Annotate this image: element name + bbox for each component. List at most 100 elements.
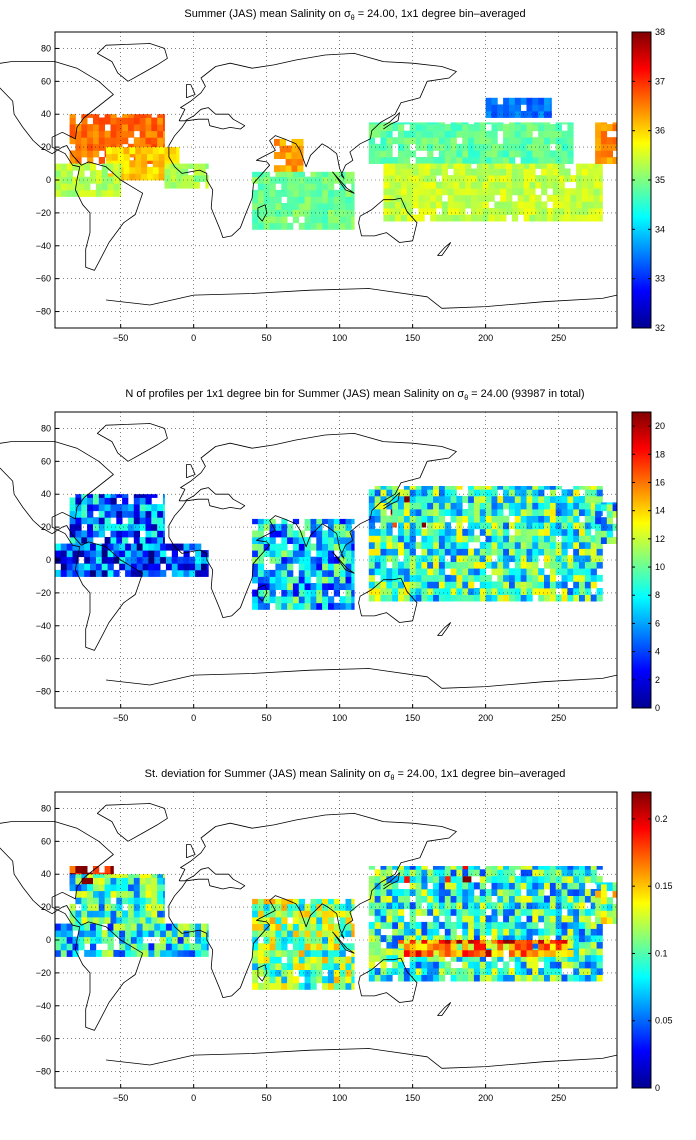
heat-cell-region-5 bbox=[520, 866, 527, 870]
heat-cell-region-5 bbox=[345, 196, 352, 204]
heat-cell-region-0 bbox=[133, 114, 140, 118]
heat-cell-region-5 bbox=[462, 895, 469, 903]
heat-cell-region-8 bbox=[401, 175, 408, 183]
heat-cell-region-5 bbox=[503, 921, 510, 929]
heat-cell-region-5 bbox=[322, 222, 329, 230]
heat-cell-region-2 bbox=[281, 583, 288, 590]
heat-cell-region-8 bbox=[383, 188, 390, 196]
heat-cell-region-4 bbox=[584, 509, 592, 516]
heat-cell-region-4 bbox=[368, 588, 375, 595]
heat-cell-region-4 bbox=[526, 522, 533, 530]
heat-cell-region-4 bbox=[380, 489, 387, 497]
heat-cell-region-5 bbox=[497, 869, 504, 877]
heat-cell-region-2 bbox=[183, 949, 190, 957]
heat-cell-region-6 bbox=[561, 940, 568, 944]
heat-cell-region-6 bbox=[491, 943, 498, 951]
heat-cell-region-4 bbox=[514, 535, 521, 543]
heat-cell-region-6 bbox=[433, 137, 440, 145]
heat-cell-region-5 bbox=[263, 222, 270, 230]
heat-cell-region-8 bbox=[582, 201, 589, 209]
heat-cell-region-4 bbox=[450, 495, 457, 503]
heat-cell-region-4 bbox=[468, 535, 475, 543]
heat-cell-region-2 bbox=[95, 930, 103, 938]
heat-cell-region-5 bbox=[456, 915, 463, 923]
heat-cell-region-4 bbox=[403, 574, 411, 582]
heat-cell-region-8 bbox=[517, 201, 524, 209]
heat-cell-region-1 bbox=[176, 153, 180, 161]
heat-cell-region-2 bbox=[281, 602, 288, 610]
heat-cell-region-0 bbox=[145, 517, 152, 525]
heat-cell-region-0 bbox=[139, 517, 146, 525]
heat-cell-region-0 bbox=[116, 117, 123, 125]
heat-cell-region-9 bbox=[600, 157, 608, 164]
heat-cell-region-8 bbox=[412, 163, 419, 169]
heat-cell-region-2 bbox=[316, 550, 323, 558]
heat-cell-region-4 bbox=[544, 509, 551, 516]
heat-cell-region-0 bbox=[110, 114, 117, 118]
heat-cell-region-4 bbox=[579, 509, 586, 516]
heat-cell-region-5 bbox=[398, 866, 405, 870]
heat-cell-region-2 bbox=[101, 189, 108, 197]
heat-cell-region-5 bbox=[450, 866, 457, 870]
heat-cell-region-1 bbox=[75, 874, 82, 878]
heat-cell-region-2 bbox=[281, 569, 288, 577]
heat-cell-region-5 bbox=[595, 537, 602, 544]
heat-cell-region-8 bbox=[459, 214, 466, 222]
heat-cell-region-5 bbox=[415, 974, 422, 982]
heat-cell-region-6 bbox=[473, 157, 481, 164]
heat-cell-region-2 bbox=[95, 183, 103, 191]
heat-cell-region-5 bbox=[503, 875, 510, 883]
heat-cell-region-0 bbox=[69, 114, 76, 118]
heat-cell-region-5 bbox=[509, 921, 516, 929]
heat-cell-region-3 bbox=[182, 168, 189, 176]
heat-cell-region-5 bbox=[520, 908, 527, 916]
heat-cell-region-5 bbox=[549, 968, 557, 975]
heat-cell-region-5 bbox=[573, 908, 580, 916]
heat-cell-region-5 bbox=[368, 895, 375, 903]
heat-cell-region-5 bbox=[328, 203, 335, 210]
heat-cell-region-6 bbox=[398, 143, 405, 151]
heat-cell-region-5 bbox=[409, 875, 416, 883]
heat-cell-region-0 bbox=[93, 114, 100, 118]
heat-cell-region-5 bbox=[380, 895, 387, 903]
heat-cell-region-8 bbox=[552, 163, 559, 169]
heat-cell-region-5 bbox=[333, 209, 340, 217]
heat-cell-region-2 bbox=[345, 583, 352, 590]
heat-cell-region-4 bbox=[380, 588, 387, 595]
heat-cell-region-1 bbox=[170, 153, 177, 161]
heat-cell-region-4 bbox=[497, 561, 504, 569]
heat-cell-region-5 bbox=[538, 895, 545, 903]
heat-cell-region-4 bbox=[509, 489, 516, 497]
heat-cell-region-5 bbox=[456, 902, 463, 910]
heat-cell-region-2 bbox=[316, 537, 323, 544]
x-tick-label: 200 bbox=[478, 1093, 493, 1103]
heat-cell-region-8 bbox=[401, 194, 408, 202]
heat-cell-region-0 bbox=[110, 537, 117, 544]
heat-cell-region-8 bbox=[529, 208, 536, 215]
heat-cell-region-4 bbox=[392, 568, 399, 576]
heat-cell-region-1 bbox=[133, 874, 140, 878]
heat-cell-region-3 bbox=[328, 910, 335, 918]
heat-cell-region-5 bbox=[292, 203, 300, 210]
heat-cell-region-2 bbox=[263, 569, 270, 577]
heat-cell-region-5 bbox=[479, 954, 486, 962]
heat-cell-region-8 bbox=[517, 175, 524, 183]
heat-cell-region-4 bbox=[415, 509, 422, 516]
heat-cell-region-4 bbox=[279, 165, 286, 173]
heat-cell-region-6 bbox=[526, 143, 533, 151]
heat-cell-region-2 bbox=[171, 936, 178, 944]
heat-cell-region-6 bbox=[567, 949, 574, 957]
heat-cell-region-4 bbox=[514, 594, 521, 602]
heat-cell-region-3 bbox=[275, 910, 282, 918]
heat-cell-region-1 bbox=[136, 550, 143, 558]
heat-cell-region-1 bbox=[201, 563, 208, 571]
heat-cell-region-2 bbox=[55, 163, 62, 171]
heat-cell-region-2 bbox=[351, 543, 355, 551]
heat-cell-region-7 bbox=[509, 104, 516, 112]
heat-cell-region-2 bbox=[257, 589, 265, 597]
heat-cell-region-7 bbox=[595, 917, 602, 924]
heat-cell-region-4 bbox=[590, 594, 597, 602]
heat-cell-region-5 bbox=[444, 921, 451, 929]
heat-cell-region-8 bbox=[558, 168, 565, 176]
heat-cell-region-4 bbox=[579, 561, 586, 569]
